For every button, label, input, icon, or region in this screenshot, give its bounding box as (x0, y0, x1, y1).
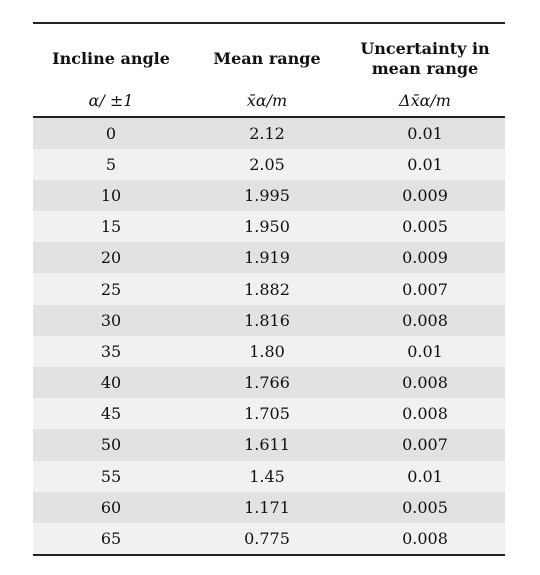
cell-incline-angle: 0 (105, 123, 117, 143)
unit-incline-angle: α/ ±1 (88, 91, 134, 110)
table-row: 50 1.611 0.007 (33, 429, 505, 461)
cell-incline-angle: 5 (105, 154, 117, 174)
table-row: 60 1.171 0.005 (33, 491, 505, 523)
cell-uncertainty: 0.008 (402, 310, 448, 330)
cell-uncertainty: 0.01 (407, 341, 443, 361)
table-body: 0 2.12 0.01 5 2.05 0.01 10 1.995 0.009 15 1.950 0.0… (33, 117, 505, 555)
cell-uncertainty: 0.01 (407, 123, 443, 143)
data-table: Incline angle Mean range Uncertainty in … (33, 22, 505, 557)
cell-incline-angle: 45 (100, 404, 122, 424)
cell-incline-angle: 30 (100, 310, 122, 330)
cell-uncertainty: 0.005 (402, 497, 448, 517)
header-uncertainty: Uncertainty in mean range (360, 39, 490, 78)
cell-incline-angle: 20 (100, 248, 122, 268)
cell-incline-angle: 40 (100, 373, 122, 393)
header-incline-angle: Incline angle (52, 49, 170, 68)
table-header-rule (33, 116, 505, 118)
cell-mean-range: 1.882 (244, 279, 290, 299)
table-row: 65 0.775 0.008 (33, 522, 505, 555)
table-row: 10 1.995 0.009 (33, 179, 505, 212)
table-row: 20 1.919 0.009 (33, 242, 505, 274)
cell-incline-angle: 10 (100, 185, 122, 205)
cell-uncertainty: 0.005 (402, 217, 448, 237)
cell-mean-range: 1.45 (249, 466, 285, 486)
cell-incline-angle: 55 (100, 466, 122, 486)
cell-mean-range: 1.611 (244, 435, 290, 455)
cell-incline-angle: 25 (100, 279, 122, 299)
table-top-rule (33, 22, 505, 24)
cell-incline-angle: 50 (100, 435, 122, 455)
table-row: 55 1.45 0.01 (33, 460, 505, 492)
unit-mean-range: x̄α/m (246, 91, 288, 110)
cell-incline-angle: 15 (100, 217, 122, 237)
cell-mean-range: 1.80 (249, 341, 285, 361)
table-row: 5 2.05 0.01 (33, 148, 505, 180)
cell-uncertainty: 0.008 (402, 373, 448, 393)
table-bottom-rule (33, 554, 505, 557)
table-row: 15 1.950 0.005 (33, 211, 505, 243)
cell-mean-range: 1.816 (244, 310, 290, 330)
table-row: 30 1.816 0.008 (33, 304, 505, 336)
cell-mean-range: 1.766 (244, 373, 290, 393)
cell-mean-range: 2.05 (249, 154, 285, 174)
table-row: 35 1.80 0.01 (33, 335, 505, 367)
cell-uncertainty: 0.007 (402, 435, 448, 455)
cell-incline-angle: 60 (100, 497, 122, 517)
cell-uncertainty: 0.009 (402, 248, 448, 268)
cell-mean-range: 1.171 (244, 497, 290, 517)
unit-uncertainty: Δx̄α/m (399, 91, 451, 110)
cell-uncertainty: 0.009 (402, 185, 448, 205)
cell-uncertainty: 0.01 (407, 466, 443, 486)
cell-uncertainty: 0.007 (402, 279, 448, 299)
cell-mean-range: 1.705 (244, 404, 290, 424)
table-row: 45 1.705 0.008 (33, 398, 505, 430)
table-row: 25 1.882 0.007 (33, 273, 505, 305)
cell-uncertainty: 0.01 (407, 154, 443, 174)
cell-incline-angle: 65 (100, 529, 122, 549)
table-header: Incline angle Mean range Uncertainty in … (33, 24, 505, 116)
cell-mean-range: 1.950 (244, 217, 290, 237)
table-row: 40 1.766 0.008 (33, 367, 505, 399)
cell-incline-angle: 35 (100, 341, 122, 361)
cell-uncertainty: 0.008 (402, 529, 448, 549)
table-row: 0 2.12 0.01 (33, 117, 505, 149)
cell-mean-range: 1.919 (244, 248, 290, 268)
cell-uncertainty: 0.008 (402, 404, 448, 424)
cell-mean-range: 2.12 (249, 123, 285, 143)
cell-mean-range: 1.995 (244, 185, 290, 205)
cell-mean-range: 0.775 (244, 529, 290, 549)
header-mean-range: Mean range (213, 49, 321, 68)
